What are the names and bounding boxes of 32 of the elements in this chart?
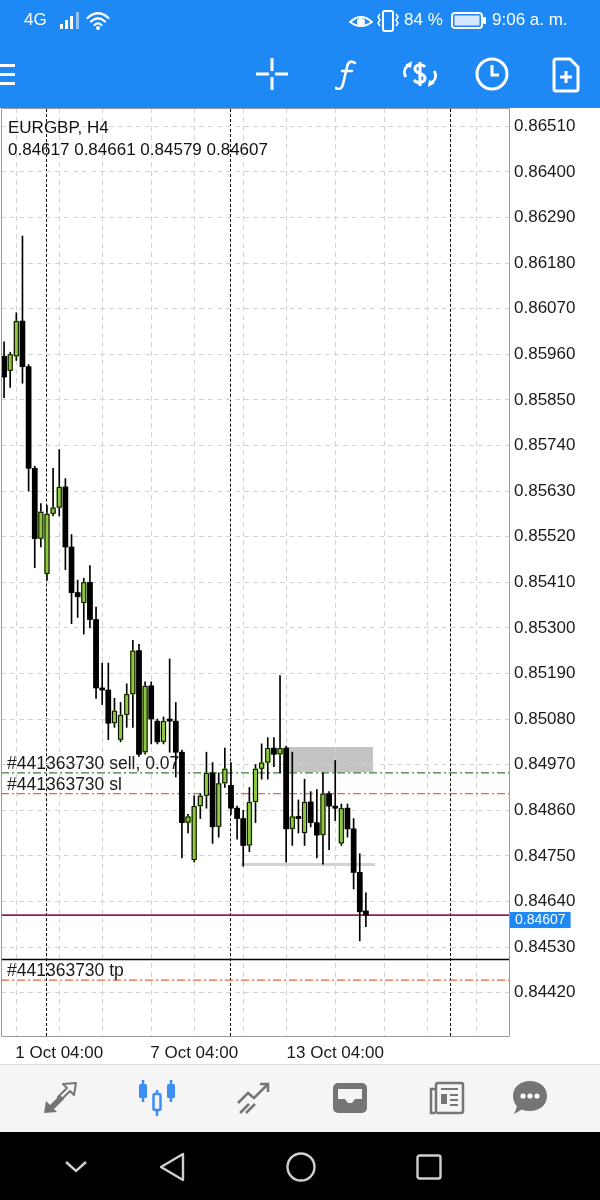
- y-tick-label: 0.84640: [514, 891, 576, 911]
- y-tick-label: 0.84530: [514, 936, 576, 956]
- y-tick-label: 0.85080: [514, 708, 576, 728]
- text: 0.84617 0.84661 0.84579 0.84607: [8, 140, 268, 160]
- text: 4G: [24, 9, 47, 31]
- y-tick-label: 0.85410: [514, 571, 576, 591]
- y-tick-label: 0.86290: [514, 207, 576, 227]
- y-tick-label: 0.85190: [514, 663, 576, 683]
- y-tick-label: 0.85740: [514, 435, 576, 455]
- y-tick-label: 0.86510: [514, 115, 576, 135]
- y-tick-label: 0.85520: [514, 526, 576, 546]
- ref-line-label: #441363730 sl: [7, 773, 122, 794]
- y-tick-label: 0.84860: [514, 799, 576, 819]
- x-tick-label: 1 Oct 04:00: [15, 1042, 104, 1062]
- y-tick-label: 0.86180: [514, 252, 576, 272]
- y-tick-label: 0.85850: [514, 389, 576, 409]
- y-tick-label: 0.85300: [514, 617, 576, 637]
- y-tick-label: 0.84420: [514, 982, 576, 1002]
- y-tick-label: 0.85960: [514, 343, 576, 363]
- x-tick-label: 7 Oct 04:00: [150, 1042, 239, 1062]
- text: 9:06 a. m.: [492, 9, 568, 31]
- x-tick-label: 13 Oct 04:00: [286, 1042, 384, 1062]
- y-tick-label: 0.84750: [514, 845, 576, 865]
- y-tick-label: 0.86400: [514, 161, 576, 181]
- ref-line-label: 0.84607: [515, 911, 566, 928]
- text: 84 %: [404, 9, 443, 31]
- text: EURGBP, H4: [8, 118, 109, 138]
- y-tick-label: 0.85630: [514, 480, 576, 500]
- ref-line-label: #441363730 tp: [7, 960, 124, 981]
- y-tick-label: 0.86070: [514, 298, 576, 318]
- candlestick: [99, 662, 106, 705]
- y-tick-label: 0.84970: [514, 754, 576, 774]
